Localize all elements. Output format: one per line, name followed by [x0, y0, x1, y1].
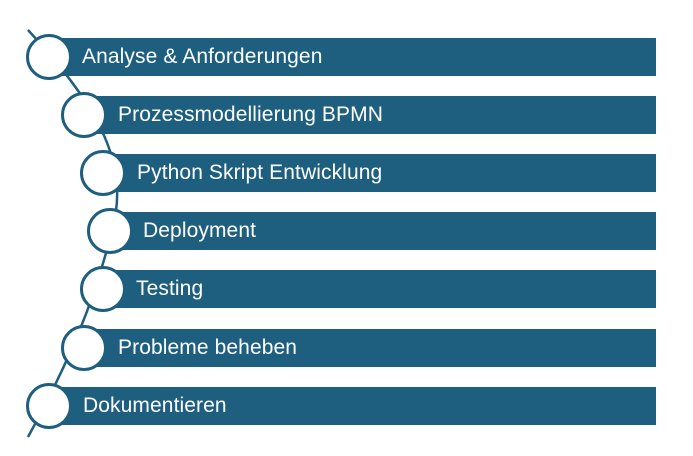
step-label: Analyse & Anforderungen: [82, 45, 323, 68]
step-marker-circle: [26, 383, 72, 429]
step-label: Probleme beheben: [118, 336, 298, 359]
step-marker-circle: [80, 266, 126, 312]
step-marker-circle: [61, 92, 107, 138]
step-label: Testing: [136, 277, 204, 300]
step-label: Dokumentieren: [83, 394, 227, 417]
step-bar-python-skript: Python Skript Entwicklung: [107, 154, 656, 192]
step-bar-probleme-beheben: Probleme beheben: [88, 329, 656, 367]
step-label: Prozessmodellierung BPMN: [118, 103, 384, 126]
step-marker-circle: [80, 150, 126, 196]
step-bar-prozessmodellierung: Prozessmodellierung BPMN: [88, 96, 656, 134]
step-label: Deployment: [143, 219, 257, 242]
step-bar-deployment: Deployment: [113, 212, 656, 250]
step-bar-testing: Testing: [107, 270, 656, 308]
step-label: Python Skript Entwicklung: [137, 161, 383, 184]
step-marker-circle: [87, 208, 133, 254]
step-marker-circle: [61, 325, 107, 371]
step-marker-circle: [26, 34, 72, 80]
step-bar-dokumentieren: Dokumentieren: [53, 387, 656, 425]
step-bar-analyse: Analyse & Anforderungen: [53, 38, 656, 76]
